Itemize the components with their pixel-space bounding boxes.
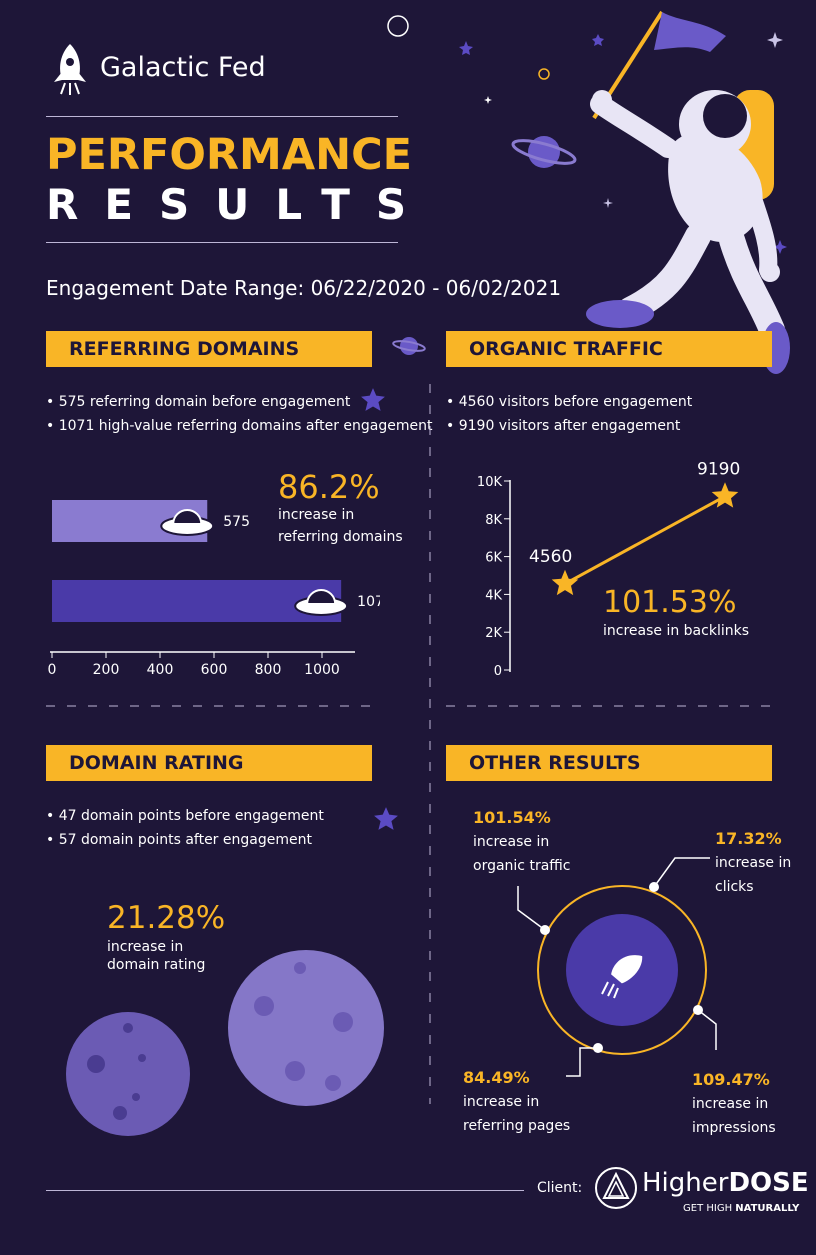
circle-icon bbox=[387, 15, 409, 37]
header-divider-bottom bbox=[46, 242, 398, 243]
stat-label: domain rating bbox=[107, 957, 206, 973]
bar-value-label: 575 bbox=[223, 514, 250, 530]
y-tick-label: 10K bbox=[477, 475, 503, 490]
x-tick-label: 400 bbox=[147, 662, 174, 678]
dashed-divider bbox=[446, 705, 776, 707]
x-tick-label: 800 bbox=[255, 662, 282, 678]
result-label: increase in bbox=[715, 855, 792, 871]
star-icon bbox=[592, 34, 604, 46]
dashed-divider bbox=[46, 705, 376, 707]
data-point-star-icon bbox=[711, 482, 739, 508]
stat-label: referring domains bbox=[278, 529, 403, 545]
stat-value-domain-rating: 21.28% bbox=[107, 900, 226, 936]
space-decoration bbox=[387, 10, 790, 374]
section-heading-domain-rating: DOMAIN RATING bbox=[46, 745, 372, 781]
ufo-dome bbox=[306, 589, 337, 605]
header-divider-top bbox=[46, 116, 398, 117]
stat-label: increase in bbox=[107, 939, 184, 955]
y-tick-label: 8K bbox=[485, 513, 502, 528]
ufo-icon bbox=[160, 509, 215, 536]
other-results-diagram bbox=[517, 857, 717, 1077]
series-line bbox=[564, 494, 726, 586]
result-value: 84.49% bbox=[463, 1068, 530, 1087]
bullet-item: • 4560 visitors before engagement bbox=[446, 394, 693, 410]
y-tick-label: 2K bbox=[485, 626, 502, 641]
y-tick-label: 0 bbox=[494, 664, 502, 679]
rocket-icon bbox=[601, 955, 643, 999]
result-label: impressions bbox=[692, 1120, 776, 1136]
moon-icon bbox=[228, 950, 384, 1106]
planet-icon bbox=[392, 337, 426, 355]
bar bbox=[52, 580, 342, 622]
section-heading-other-results: OTHER RESULTS bbox=[446, 745, 772, 781]
moons-illustration bbox=[66, 950, 384, 1136]
footer-divider bbox=[46, 1190, 524, 1191]
page-title-line1: PERFORMANCE bbox=[46, 130, 413, 180]
ufo-dome bbox=[172, 509, 203, 525]
section-heading-referring-domains: REFERRING DOMAINS bbox=[46, 331, 372, 367]
data-point-star-icon bbox=[551, 569, 579, 596]
x-tick-label: 0 bbox=[48, 662, 57, 678]
client-tagline: GET HIGH NATURALLY bbox=[683, 1203, 800, 1214]
star-icon bbox=[361, 388, 385, 411]
star-icon bbox=[459, 41, 473, 55]
stat-label: increase in backlinks bbox=[603, 623, 749, 639]
engagement-date-range: Engagement Date Range: 06/22/2020 - 06/0… bbox=[46, 276, 562, 300]
result-label: increase in bbox=[692, 1096, 769, 1112]
sparkle-icon bbox=[603, 198, 613, 208]
result-label: increase in bbox=[463, 1094, 540, 1110]
result-label: organic traffic bbox=[473, 858, 571, 874]
referring-domains-bar-chart: 575 1071 0 200 400 600 800 1000 bbox=[48, 500, 380, 678]
moon-icon bbox=[66, 1012, 190, 1136]
orbit-ring bbox=[537, 885, 707, 1055]
stat-label: increase in bbox=[278, 507, 355, 523]
client-name: HigherDOSE bbox=[642, 1168, 809, 1198]
organic-traffic-line-chart: 0 2K 4K 6K 8K 10K 4560 9190 bbox=[477, 459, 740, 679]
data-label: 9190 bbox=[697, 459, 740, 479]
stat-value-organic-traffic: 101.53% bbox=[603, 585, 737, 620]
planet-icon bbox=[511, 136, 577, 168]
bullet-item: • 47 domain points before engagement bbox=[46, 808, 324, 824]
bullet-item: • 9190 visitors after engagement bbox=[446, 418, 681, 434]
bullet-item: • 575 referring domain before engagement bbox=[46, 394, 351, 410]
brand-logo-icon bbox=[54, 44, 86, 95]
astronaut-icon bbox=[586, 10, 790, 374]
circle-icon bbox=[538, 68, 550, 80]
y-tick-label: 4K bbox=[485, 588, 502, 603]
dashed-divider-vertical bbox=[429, 384, 431, 1104]
x-tick-label: 600 bbox=[201, 662, 228, 678]
result-value: 17.32% bbox=[715, 829, 782, 848]
result-label: increase in bbox=[473, 834, 550, 850]
section-heading-organic-traffic: ORGANIC TRAFFIC bbox=[446, 331, 772, 367]
result-label: clicks bbox=[715, 879, 754, 895]
brand-name: Galactic Fed bbox=[100, 52, 266, 83]
result-value: 109.47% bbox=[692, 1070, 770, 1089]
client-logo-icon bbox=[595, 1167, 637, 1209]
bullet-item: • 1071 high-value referring domains afte… bbox=[46, 418, 433, 434]
data-label: 4560 bbox=[529, 547, 572, 567]
sparkle-icon bbox=[773, 240, 787, 254]
result-value: 101.54% bbox=[473, 808, 551, 827]
y-tick-label: 6K bbox=[485, 551, 502, 566]
x-tick-label: 1000 bbox=[304, 662, 340, 678]
x-tick-label: 200 bbox=[93, 662, 120, 678]
page-title-line2: RESULTS bbox=[46, 180, 433, 229]
ufo-icon bbox=[294, 589, 349, 616]
sparkle-icon bbox=[484, 96, 492, 104]
result-label: referring pages bbox=[463, 1118, 571, 1134]
client-label: Client: bbox=[537, 1180, 583, 1196]
bullet-item: • 57 domain points after engagement bbox=[46, 832, 312, 848]
stat-value-referring-domains: 86.2% bbox=[278, 468, 380, 506]
sparkle-icon bbox=[767, 32, 783, 48]
star-icon bbox=[374, 807, 398, 830]
bar-value-label: 1071 bbox=[357, 594, 380, 610]
